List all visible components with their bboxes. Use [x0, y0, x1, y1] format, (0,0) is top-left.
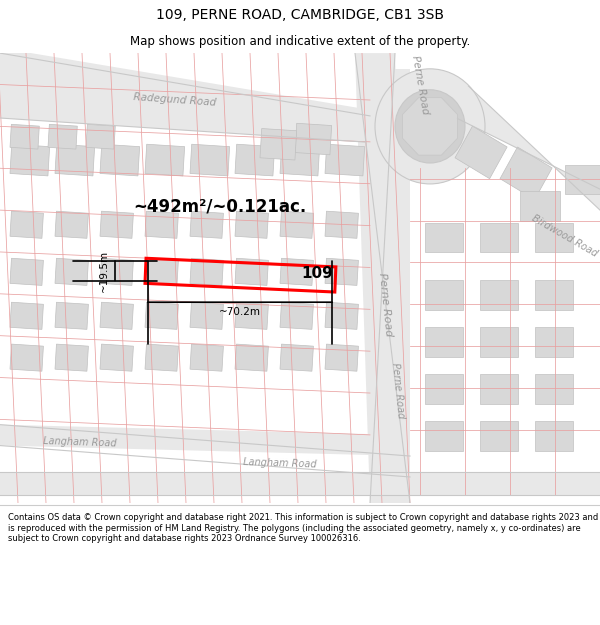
- Bar: [565, 165, 600, 194]
- Bar: [260, 129, 296, 160]
- Text: Perne Road: Perne Road: [390, 362, 406, 419]
- Polygon shape: [0, 424, 410, 456]
- Bar: [145, 344, 178, 371]
- Text: ~70.2m: ~70.2m: [219, 308, 261, 318]
- Bar: [480, 280, 518, 309]
- Bar: [10, 344, 43, 371]
- Text: ~492m²/~0.121ac.: ~492m²/~0.121ac.: [133, 198, 307, 216]
- Bar: [235, 258, 268, 286]
- Bar: [235, 302, 268, 329]
- Bar: [280, 344, 313, 371]
- Bar: [425, 222, 463, 252]
- Bar: [425, 328, 463, 357]
- Bar: [10, 211, 43, 238]
- Bar: [86, 124, 115, 149]
- Bar: [235, 344, 268, 371]
- Bar: [480, 222, 518, 252]
- Bar: [280, 211, 313, 238]
- Bar: [325, 258, 358, 286]
- Bar: [55, 144, 95, 176]
- Bar: [100, 302, 133, 329]
- Bar: [480, 374, 518, 404]
- Bar: [455, 126, 507, 179]
- Bar: [480, 328, 518, 357]
- Text: Perne Road: Perne Road: [377, 272, 394, 337]
- Bar: [295, 123, 332, 155]
- Text: ~19.5m: ~19.5m: [99, 250, 109, 292]
- Bar: [480, 421, 518, 451]
- Text: 109: 109: [301, 266, 333, 281]
- Polygon shape: [355, 53, 410, 503]
- Bar: [235, 211, 268, 238]
- Bar: [10, 258, 43, 286]
- Polygon shape: [0, 472, 600, 495]
- Bar: [190, 258, 223, 286]
- Circle shape: [375, 69, 485, 184]
- Text: Langham Road: Langham Road: [43, 436, 117, 449]
- Bar: [145, 258, 178, 286]
- Polygon shape: [403, 98, 457, 155]
- Bar: [190, 211, 223, 238]
- Bar: [55, 302, 88, 329]
- Circle shape: [395, 90, 465, 163]
- Text: 109, PERNE ROAD, CAMBRIDGE, CB1 3SB: 109, PERNE ROAD, CAMBRIDGE, CB1 3SB: [156, 8, 444, 22]
- Bar: [235, 144, 275, 176]
- Bar: [280, 302, 313, 329]
- Bar: [55, 344, 88, 371]
- Bar: [100, 211, 133, 238]
- Polygon shape: [0, 48, 375, 142]
- Bar: [10, 124, 39, 149]
- Bar: [535, 328, 573, 357]
- Bar: [425, 421, 463, 451]
- Bar: [55, 211, 88, 238]
- Bar: [55, 258, 88, 286]
- Bar: [145, 211, 178, 238]
- Bar: [325, 302, 358, 329]
- Text: Birdwood Road: Birdwood Road: [530, 213, 599, 259]
- Bar: [145, 302, 178, 329]
- Bar: [145, 258, 336, 292]
- Polygon shape: [458, 86, 600, 210]
- Text: Radegund Road: Radegund Road: [133, 92, 217, 108]
- Bar: [520, 191, 560, 221]
- Polygon shape: [370, 69, 410, 503]
- Text: Contains OS data © Crown copyright and database right 2021. This information is : Contains OS data © Crown copyright and d…: [8, 513, 598, 543]
- Bar: [48, 124, 77, 149]
- Bar: [325, 344, 358, 371]
- Bar: [535, 280, 573, 309]
- Bar: [190, 144, 230, 176]
- Bar: [100, 344, 133, 371]
- Bar: [190, 302, 223, 329]
- Bar: [535, 421, 573, 451]
- Bar: [535, 222, 573, 252]
- Bar: [100, 258, 133, 286]
- Bar: [500, 147, 552, 199]
- Bar: [280, 258, 313, 286]
- Bar: [325, 211, 358, 238]
- Bar: [190, 344, 223, 371]
- Polygon shape: [0, 53, 370, 142]
- Bar: [280, 144, 320, 176]
- Text: Langham Road: Langham Road: [243, 457, 317, 469]
- Bar: [535, 374, 573, 404]
- Bar: [425, 280, 463, 309]
- Bar: [325, 144, 365, 176]
- Bar: [10, 144, 50, 176]
- Text: Map shows position and indicative extent of the property.: Map shows position and indicative extent…: [130, 35, 470, 48]
- Bar: [145, 144, 185, 176]
- Bar: [425, 374, 463, 404]
- Bar: [100, 144, 140, 176]
- Bar: [10, 302, 43, 329]
- Text: Perne Road: Perne Road: [410, 54, 430, 115]
